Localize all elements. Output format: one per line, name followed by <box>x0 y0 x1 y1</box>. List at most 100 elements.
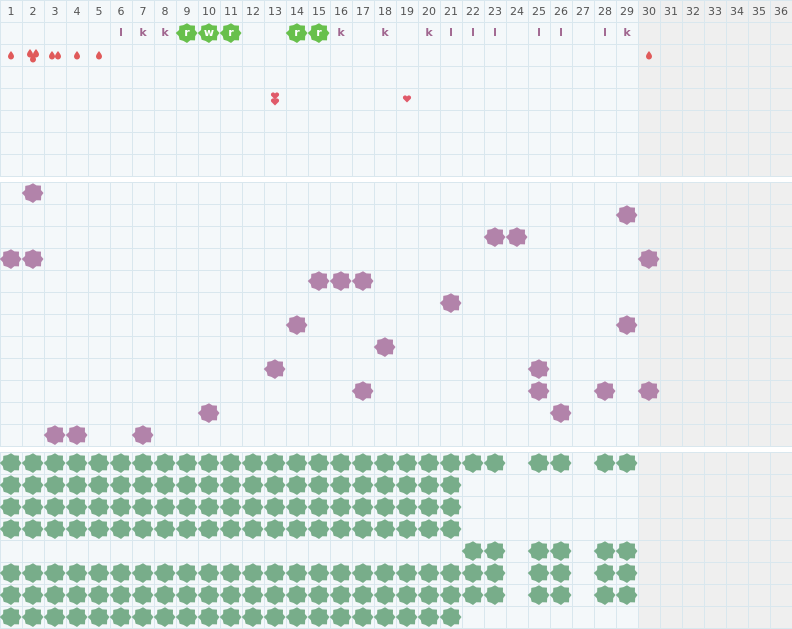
column-label: 12 <box>246 5 260 18</box>
green-blob <box>0 607 22 627</box>
cell-letter: l <box>449 26 453 39</box>
purple-blob <box>263 359 286 379</box>
column-label: 21 <box>444 5 458 18</box>
green-blob <box>439 585 462 605</box>
green-blob <box>527 453 550 473</box>
green-blob <box>307 453 330 473</box>
green-blob <box>285 519 308 539</box>
badge-letter: w <box>204 26 214 39</box>
drop-icon <box>32 49 40 58</box>
green-blob <box>483 453 506 473</box>
green-blob <box>131 453 154 473</box>
green-blob <box>109 497 132 517</box>
green-blob <box>307 497 330 517</box>
green-blob <box>131 497 154 517</box>
green-blob <box>549 563 572 583</box>
green-blob <box>197 519 220 539</box>
green-blob <box>153 519 176 539</box>
green-blob <box>219 585 242 605</box>
green-blob <box>153 585 176 605</box>
purple-blob <box>21 249 44 269</box>
green-blob <box>197 563 220 583</box>
green-blob <box>263 475 286 495</box>
green-blob <box>373 563 396 583</box>
drop-icon <box>54 51 62 60</box>
green-blob <box>329 607 352 627</box>
green-blob <box>593 585 616 605</box>
green-blob <box>395 475 418 495</box>
green-blob <box>43 519 66 539</box>
green-blob <box>241 607 264 627</box>
purple-blob <box>65 425 88 445</box>
green-blob <box>219 453 242 473</box>
green-blob <box>439 497 462 517</box>
column-label: 18 <box>378 5 392 18</box>
badge <box>197 23 220 43</box>
green-blob <box>373 453 396 473</box>
purple-blob <box>373 337 396 357</box>
column-label: 36 <box>774 5 788 18</box>
column-label: 35 <box>752 5 766 18</box>
green-blob <box>285 497 308 517</box>
green-blob <box>263 453 286 473</box>
green-blob <box>329 519 352 539</box>
column-label: 14 <box>290 5 304 18</box>
green-blob <box>307 585 330 605</box>
cell-letter: l <box>559 26 563 39</box>
green-blob <box>153 453 176 473</box>
green-blob <box>549 541 572 561</box>
badge-letter: r <box>294 26 300 39</box>
green-blob <box>329 453 352 473</box>
green-blob <box>153 607 176 627</box>
green-blob <box>615 585 638 605</box>
drop-icon <box>95 51 103 60</box>
green-blob <box>0 453 22 473</box>
green-blob <box>417 585 440 605</box>
green-blob <box>219 475 242 495</box>
green-blob <box>131 607 154 627</box>
purple-blob <box>21 183 44 203</box>
badge-letter: r <box>228 26 234 39</box>
green-blob <box>593 453 616 473</box>
column-label: 24 <box>510 5 524 18</box>
heart-icon <box>402 95 412 103</box>
column-label: 30 <box>642 5 656 18</box>
green-blob <box>109 453 132 473</box>
green-blob <box>21 563 44 583</box>
purple-blob <box>593 381 616 401</box>
cell-letter: l <box>119 26 123 39</box>
green-blob <box>351 497 374 517</box>
green-blob <box>21 497 44 517</box>
green-blob <box>175 475 198 495</box>
green-blob <box>43 497 66 517</box>
column-label: 32 <box>686 5 700 18</box>
green-blob <box>0 585 22 605</box>
green-blob <box>87 453 110 473</box>
drop-icon <box>29 54 37 63</box>
purple-blob <box>0 249 22 269</box>
green-blob <box>219 497 242 517</box>
green-blob <box>153 497 176 517</box>
column-label: 1 <box>8 5 15 18</box>
column-label: 9 <box>184 5 191 18</box>
green-blob <box>109 563 132 583</box>
green-blob <box>219 519 242 539</box>
cell-letter: k <box>381 26 389 39</box>
green-blob <box>461 563 484 583</box>
green-blob <box>175 585 198 605</box>
green-blob <box>263 607 286 627</box>
green-blob <box>65 497 88 517</box>
green-blob <box>65 475 88 495</box>
green-blob <box>615 453 638 473</box>
cell-letter: k <box>623 26 631 39</box>
green-blob <box>43 607 66 627</box>
green-blob <box>263 497 286 517</box>
green-blob <box>461 541 484 561</box>
green-blob <box>285 607 308 627</box>
green-blob <box>395 519 418 539</box>
shaded-area <box>638 22 792 176</box>
badge-letter: r <box>184 26 190 39</box>
badge <box>307 23 330 43</box>
green-blob <box>197 497 220 517</box>
green-blob <box>197 585 220 605</box>
